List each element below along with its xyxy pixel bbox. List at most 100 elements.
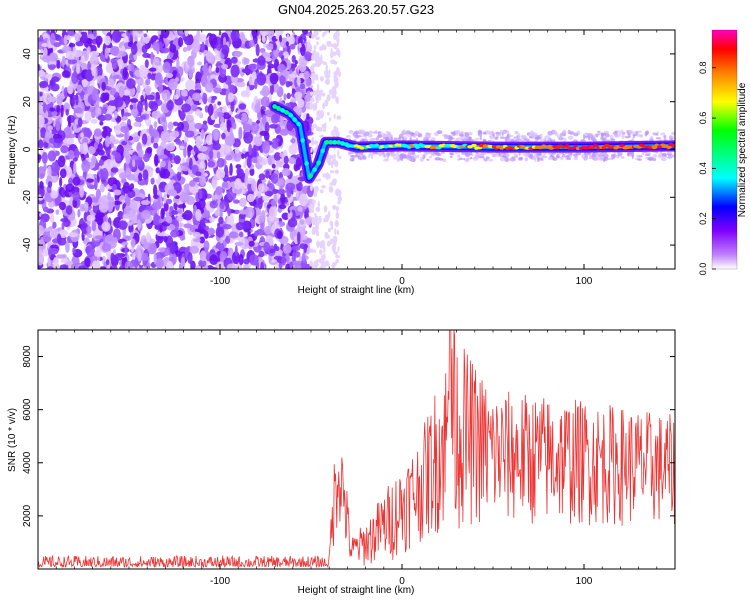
spectrogram-cell xyxy=(140,199,151,205)
spectrogram-cell xyxy=(491,153,497,158)
spectrogram-cell xyxy=(187,251,193,264)
spectrogram-cell xyxy=(406,158,412,161)
spectrogram-cell xyxy=(160,30,170,39)
spectrogram-cell xyxy=(65,241,70,253)
spectrogram-cell xyxy=(130,201,138,213)
spectrogram-cell xyxy=(179,145,185,150)
spectrogram-cell xyxy=(325,175,330,180)
spectrogram-cell xyxy=(139,64,146,77)
spectrogram-cell xyxy=(553,139,556,143)
spectrogram-cell xyxy=(240,112,248,123)
spectrogram-cell xyxy=(316,41,319,46)
spectrogram-cell xyxy=(189,224,196,232)
spectrogram-cell xyxy=(114,152,121,162)
spectrogram-cell xyxy=(137,148,144,158)
spectrogram-cell xyxy=(137,100,143,113)
colorbar-tick-label: 0.8 xyxy=(698,61,708,74)
spectrogram-cell xyxy=(312,49,317,56)
spectrogram-cell xyxy=(231,122,237,130)
ridge-cell xyxy=(276,106,281,111)
spectrogram-cell xyxy=(103,35,112,46)
spectrogram-cell xyxy=(671,131,675,136)
spectrogram-cell xyxy=(193,238,201,243)
spectrogram-cell xyxy=(144,85,152,93)
spectrogram-cell xyxy=(254,78,258,90)
spectrogram-cell xyxy=(243,258,250,265)
spectrogram-cell xyxy=(637,130,642,133)
spectrogram-cell xyxy=(316,89,320,93)
spectrogram-cell xyxy=(252,71,257,79)
spectrogram-cell xyxy=(309,91,314,96)
spectrogram-cell xyxy=(183,147,187,158)
spectrogram-cell xyxy=(49,32,56,46)
colorbar-tick-label: 0.6 xyxy=(698,112,708,125)
spectrogram-cell xyxy=(332,262,338,266)
spectrogram-cell xyxy=(326,240,331,247)
spectrogram-cell xyxy=(304,51,311,61)
ridge-cell xyxy=(272,104,277,109)
spectrogram-cell xyxy=(142,153,150,162)
spectrogram-cell xyxy=(295,86,301,92)
spectrogram-cell xyxy=(243,131,253,144)
spectrogram-cell xyxy=(140,256,150,261)
spectrogram-cell xyxy=(315,259,319,263)
spectrogram-cell xyxy=(261,85,270,97)
spectrogram-cell xyxy=(337,246,340,253)
spectrogram-cell xyxy=(163,235,168,243)
spectrogram-cell xyxy=(72,176,81,186)
spectrogram-cell xyxy=(262,195,270,202)
spectrogram-cell xyxy=(311,216,315,224)
spectrogram-cell xyxy=(422,154,426,160)
spectrogram-cell xyxy=(285,59,292,70)
spectrogram-cell xyxy=(135,116,144,123)
spectrogram-cell xyxy=(335,206,339,212)
spectrogram-cell xyxy=(280,193,286,205)
spectrogram-cell xyxy=(179,191,190,204)
spectrogram-cell xyxy=(516,137,520,142)
spectrogram-cell xyxy=(130,238,136,248)
spectrogram-cell xyxy=(321,185,326,189)
spectrogram-cell xyxy=(73,162,77,175)
spectrogram-cell xyxy=(319,134,325,138)
spectrogram-cell xyxy=(379,151,383,155)
spectrogram-cell xyxy=(66,133,77,139)
ridge-cell xyxy=(316,160,321,166)
ridge-cell xyxy=(312,167,317,172)
spectrogram-cell xyxy=(399,153,406,158)
spectrogram-cell xyxy=(219,122,227,131)
spectrogram-cell xyxy=(181,162,192,167)
spectrogram-cell xyxy=(385,136,391,142)
spectrogram-cell xyxy=(482,131,487,135)
spectrogram-cell xyxy=(334,251,338,256)
spectrogram-cell xyxy=(153,252,157,265)
ridge-cell xyxy=(284,110,289,115)
spectrogram-cell xyxy=(294,60,298,65)
spectrogram-cell xyxy=(319,249,323,255)
spectrogram-cell xyxy=(138,172,143,182)
spectrogram-cell xyxy=(145,117,152,127)
spectrogram-cell xyxy=(283,93,287,101)
spectrogram-cell xyxy=(142,52,151,58)
spectrogram-cell xyxy=(248,143,253,156)
y-tick-label: -40 xyxy=(22,237,33,252)
spectrogram-cell xyxy=(271,113,279,124)
spectrogram-cell xyxy=(38,70,46,77)
ridge-cell xyxy=(288,112,293,118)
spectrogram-cell xyxy=(146,94,155,101)
spectrogram-panel: -100 0 100 -40 -20 0 20 40 Height of straight l… xyxy=(7,29,676,296)
spectrogram-cell xyxy=(194,122,203,130)
spectrogram-cell xyxy=(145,231,151,243)
spectrogram-cell xyxy=(315,178,320,182)
spectrogram-cell xyxy=(393,137,398,142)
spectrogram-cell xyxy=(317,83,320,92)
spectrogram-cell xyxy=(234,114,243,119)
spectrogram-cell xyxy=(454,129,461,134)
spectrogram-cell xyxy=(209,216,215,223)
spectrogram-cell xyxy=(390,152,396,158)
spectrogram-cell xyxy=(368,130,374,135)
spectrogram-cell xyxy=(324,260,329,267)
spectrogram-cell xyxy=(38,80,49,89)
x-tick-label: 0 xyxy=(399,276,405,287)
spectrogram-cell xyxy=(437,152,440,156)
spectrogram-cell xyxy=(319,76,324,82)
